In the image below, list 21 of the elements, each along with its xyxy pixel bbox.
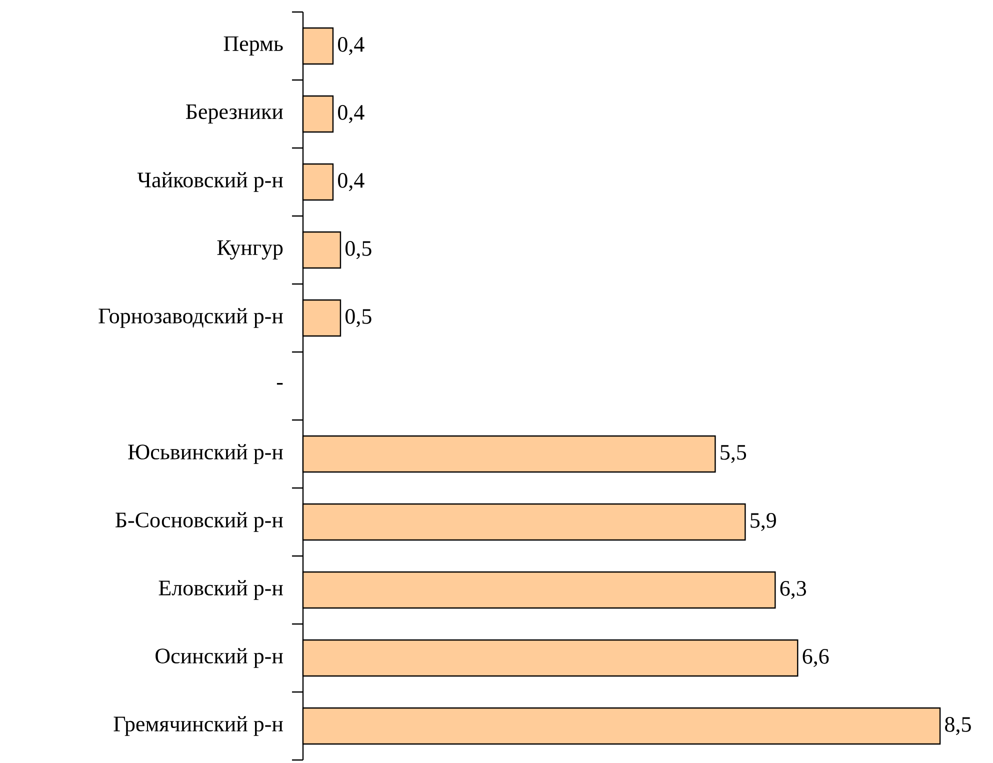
y-tick-label: Осинский р-н <box>156 648 283 668</box>
y-tick-label: Горнозаводский р-н <box>98 308 283 328</box>
y-tick-label: Березники <box>186 104 283 124</box>
data-label: 0,4 <box>338 37 364 56</box>
y-tick-label: Гремячинский р-н <box>114 716 283 736</box>
y-tick-label: Чайковский р-н <box>137 172 283 192</box>
data-label: 0,4 <box>338 105 364 124</box>
data-label: 0,5 <box>346 309 372 328</box>
y-tick-label: Кунгур <box>217 240 283 260</box>
y-tick-label: Пермь <box>224 36 283 56</box>
data-label: 5,5 <box>720 445 746 463</box>
data-label: 8,5 <box>945 717 971 736</box>
y-tick-label: Еловский р-н <box>158 580 283 600</box>
data-label: 6,3 <box>780 581 806 599</box>
y-tick-label: - <box>276 383 283 385</box>
y-tick-label: Юсьвинский р-н <box>128 444 283 464</box>
y-tick-label: Б-Сосновский р-н <box>116 512 283 532</box>
data-label: 0,4 <box>338 173 364 192</box>
data-label: 5,9 <box>750 513 776 531</box>
data-label: 0,5 <box>346 241 372 260</box>
data-label: 6,6 <box>802 649 829 667</box>
